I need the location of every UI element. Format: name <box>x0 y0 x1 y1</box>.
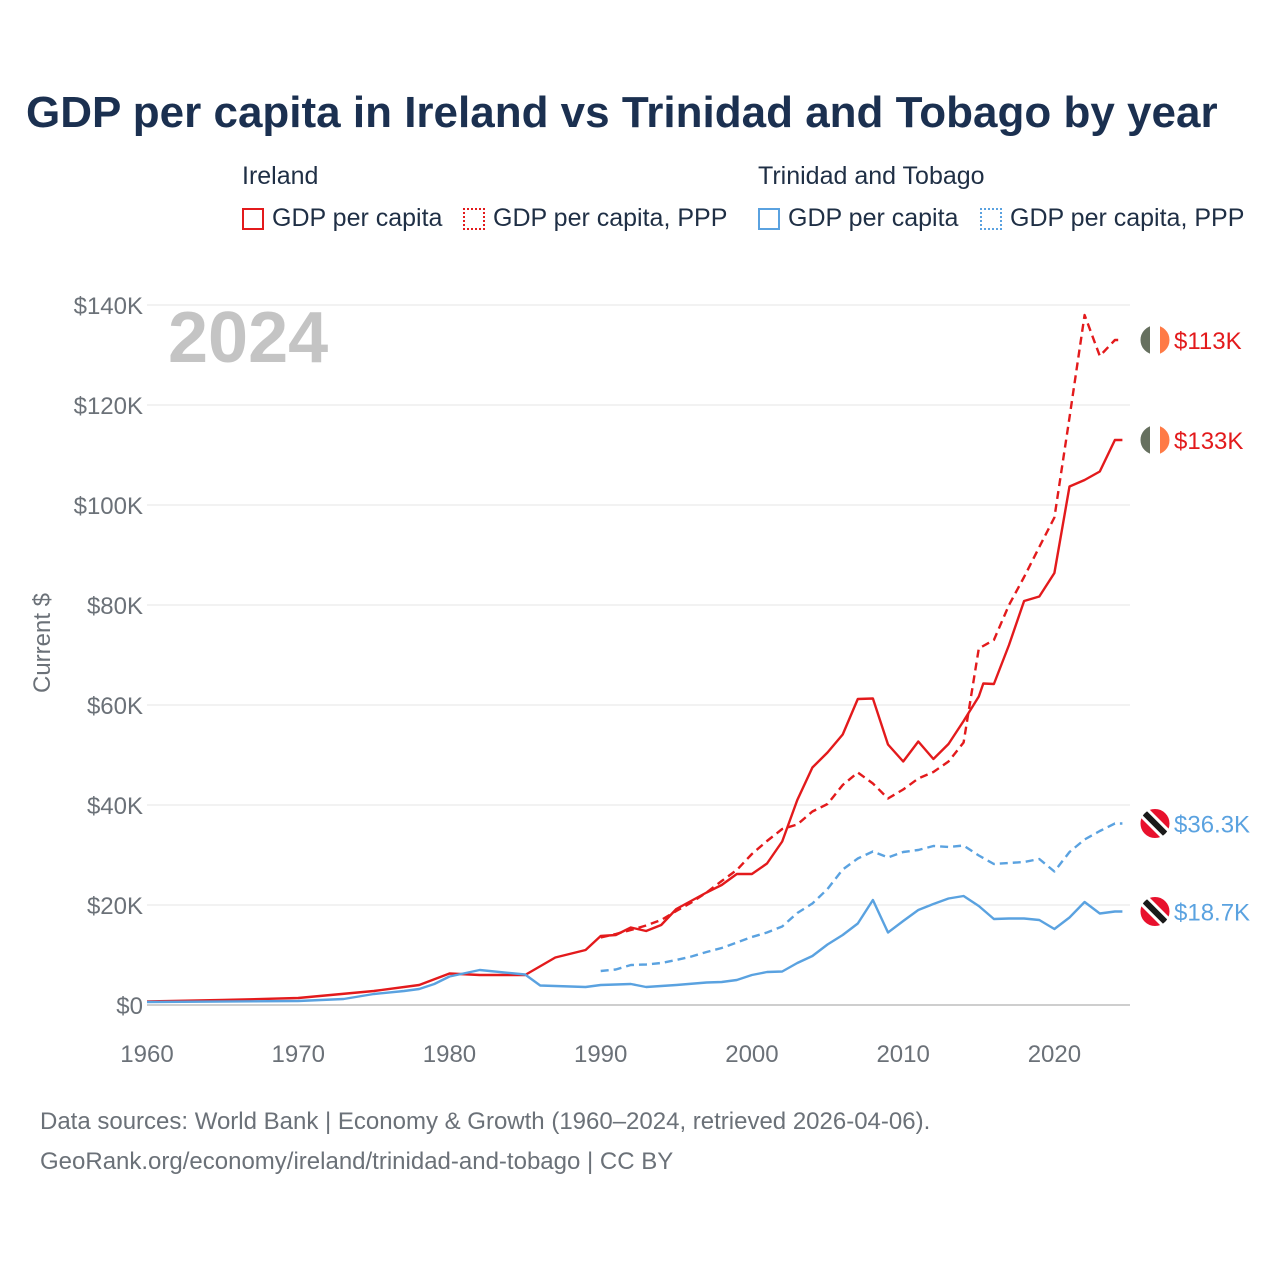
legend-item-label: GDP per capita <box>788 204 959 232</box>
trinidad-flag-icon <box>1139 896 1171 927</box>
ireland-flag-icon <box>1139 424 1171 456</box>
end-value-label: $113K <box>1174 328 1242 355</box>
flag-stripe-green <box>1140 425 1150 455</box>
flag-ring <box>1139 324 1171 356</box>
series-line-1 <box>600 313 1123 939</box>
trinidad-flag-icon <box>1139 808 1171 839</box>
y-tick-label: $100K <box>74 493 143 520</box>
legend-swatch-dotted-blue <box>980 207 1002 230</box>
x-tick-label: 1990 <box>574 1041 627 1068</box>
y-axis-label: Current $ <box>29 593 56 693</box>
y-tick-label: $0 <box>116 993 143 1020</box>
legend-item-trinidad-gdp-ppp[interactable]: GDP per capita, PPP <box>980 204 1244 233</box>
x-tick-label: 1980 <box>423 1041 476 1068</box>
x-tick-label: 1970 <box>272 1041 325 1068</box>
flag-ring <box>1139 808 1171 839</box>
flag-fill <box>1140 896 1170 927</box>
legend-item-label: GDP per capita, PPP <box>1010 204 1245 232</box>
legend-group-ireland: Ireland <box>242 162 319 190</box>
flag-ring <box>1139 424 1171 456</box>
ireland-flag-icon <box>1139 324 1171 356</box>
flag-stripe-white <box>1150 425 1160 455</box>
flag-fill <box>1140 425 1170 455</box>
legend-item-label: GDP per capita, PPP <box>493 204 728 232</box>
y-tick-label: $20K <box>87 893 143 920</box>
legend-swatch-solid-red <box>242 207 264 230</box>
flag-ring <box>1139 896 1171 927</box>
legend-item-trinidad-gdp[interactable]: GDP per capita <box>758 204 958 233</box>
chart-title: GDP per capita in Ireland vs Trinidad an… <box>26 88 1218 137</box>
x-tick-label: 2020 <box>1028 1041 1081 1068</box>
year-watermark: 2024 <box>168 298 328 378</box>
x-tick-label: 2000 <box>725 1041 778 1068</box>
y-tick-label: $60K <box>87 693 143 720</box>
y-tick-label: $120K <box>74 393 143 420</box>
legend-swatch-dotted-red <box>463 207 485 230</box>
series-line-3 <box>600 822 1123 973</box>
flag-stripe-white <box>1150 325 1160 355</box>
flag-band-black <box>1140 896 1170 927</box>
legend-item-ireland-gdp-ppp[interactable]: GDP per capita, PPP <box>463 204 727 233</box>
x-tick-label: 1960 <box>120 1041 173 1068</box>
flag-fill <box>1140 325 1170 355</box>
footer-sources: Data sources: World Bank | Economy & Gro… <box>40 1108 931 1135</box>
flag-stripe-green <box>1140 325 1150 355</box>
x-tick-label: 2010 <box>876 1041 929 1068</box>
flag-band-black <box>1140 808 1170 839</box>
y-tick-label: $140K <box>74 293 143 320</box>
flag-stripe-orange <box>1160 425 1170 455</box>
legend-group-trinidad: Trinidad and Tobago <box>758 162 985 190</box>
flag-stripe-orange <box>1160 325 1170 355</box>
end-value-label: $18.7K <box>1174 900 1250 927</box>
end-value-label: $36.3K <box>1174 812 1250 839</box>
end-value-label: $133K <box>1174 428 1243 455</box>
series-line-2 <box>146 894 1123 1004</box>
legend-swatch-solid-blue <box>758 207 780 230</box>
legend-item-ireland-gdp[interactable]: GDP per capita <box>242 204 442 233</box>
flag-fill <box>1140 808 1170 839</box>
footer-url: GeoRank.org/economy/ireland/trinidad-and… <box>40 1148 674 1175</box>
legend-item-label: GDP per capita <box>272 204 443 232</box>
series-line-0 <box>146 438 1123 1003</box>
y-tick-label: $40K <box>87 793 143 820</box>
y-tick-label: $80K <box>87 593 143 620</box>
